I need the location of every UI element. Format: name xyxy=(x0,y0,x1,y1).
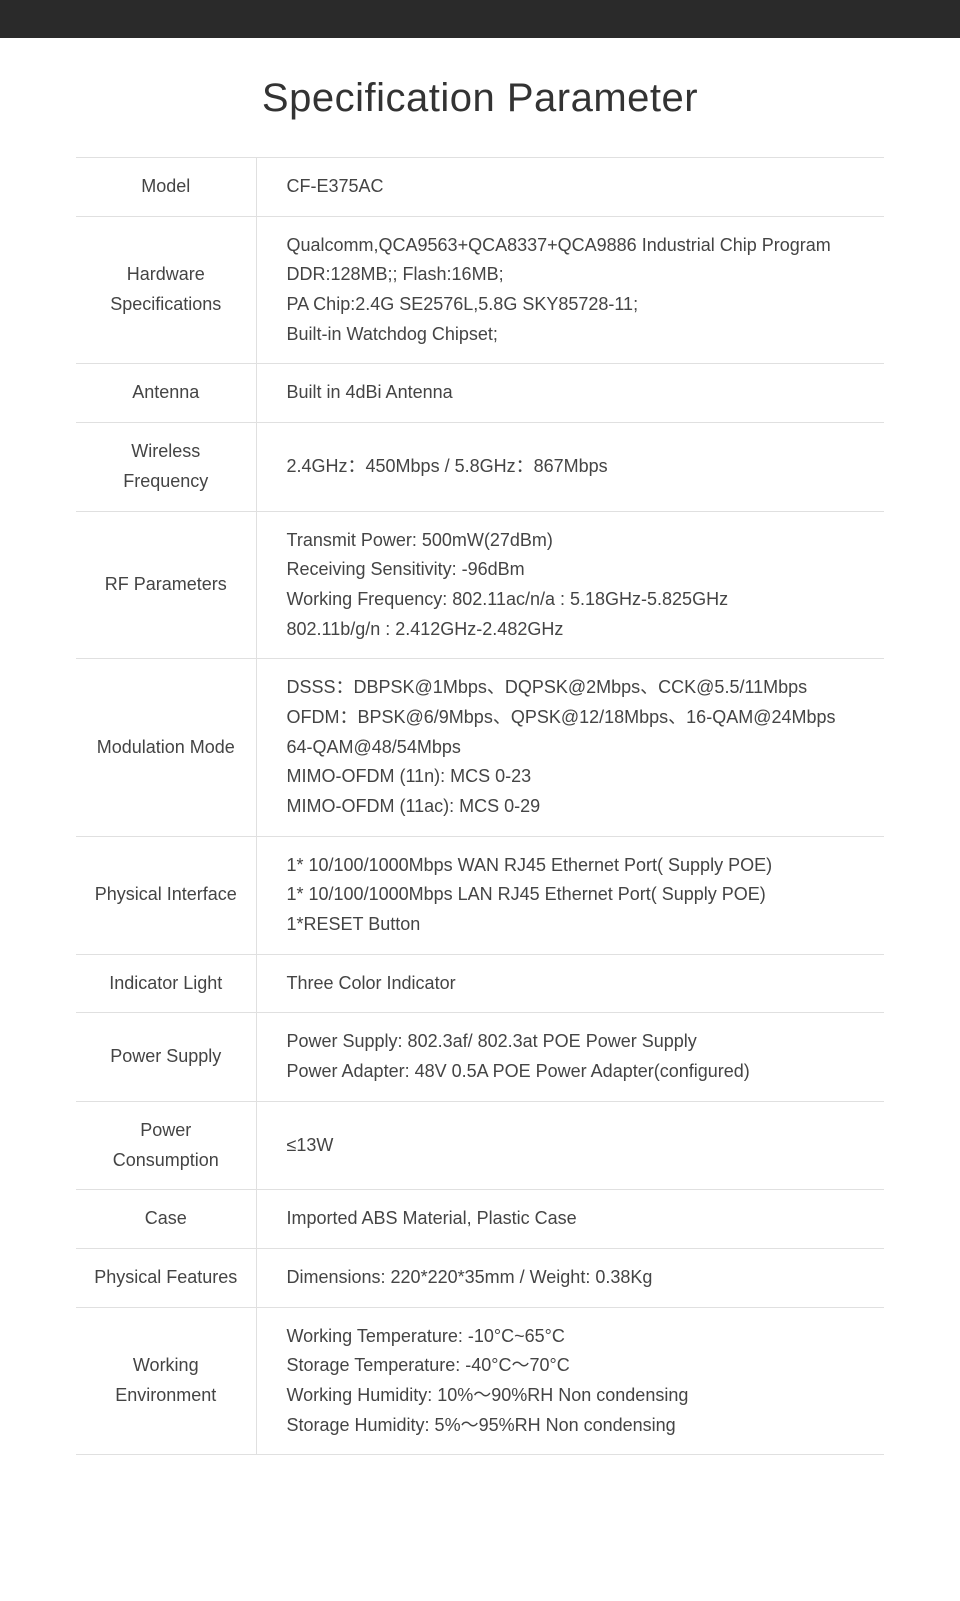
spec-label: RF Parameters xyxy=(76,511,256,659)
spec-label: Physical Features xyxy=(76,1248,256,1307)
spec-label: Power Consumption xyxy=(76,1101,256,1189)
specification-table-body: ModelCF-E375ACHardware SpecificationsQua… xyxy=(76,158,884,1455)
spec-value: Qualcomm,QCA9563+QCA8337+QCA9886 Industr… xyxy=(256,216,884,364)
spec-label: Model xyxy=(76,158,256,217)
spec-label: Power Supply xyxy=(76,1013,256,1101)
table-row: Physical FeaturesDimensions: 220*220*35m… xyxy=(76,1248,884,1307)
spec-value: Dimensions: 220*220*35mm / Weight: 0.38K… xyxy=(256,1248,884,1307)
spec-label: Antenna xyxy=(76,364,256,423)
spec-label: Wireless Frequency xyxy=(76,423,256,511)
table-row: Power Consumption≤13W xyxy=(76,1101,884,1189)
table-row: RF ParametersTransmit Power: 500mW(27dBm… xyxy=(76,511,884,659)
table-row: Physical Interface1* 10/100/1000Mbps WAN… xyxy=(76,836,884,954)
spec-value: ≤13W xyxy=(256,1101,884,1189)
spec-value: 2.4GHz：450Mbps / 5.8GHz：867Mbps xyxy=(256,423,884,511)
table-row: CaseImported ABS Material, Plastic Case xyxy=(76,1190,884,1249)
spec-label: Indicator Light xyxy=(76,954,256,1013)
spec-value: Built in 4dBi Antenna xyxy=(256,364,884,423)
spec-value: Transmit Power: 500mW(27dBm) Receiving S… xyxy=(256,511,884,659)
table-row: Power SupplyPower Supply: 802.3af/ 802.3… xyxy=(76,1013,884,1101)
spec-value: Power Supply: 802.3af/ 802.3at POE Power… xyxy=(256,1013,884,1101)
spec-label: Hardware Specifications xyxy=(76,216,256,364)
spec-value: Working Temperature: -10°C~65°C Storage … xyxy=(256,1307,884,1455)
spec-value: Three Color Indicator xyxy=(256,954,884,1013)
spec-label: Physical Interface xyxy=(76,836,256,954)
table-row: Modulation ModeDSSS：DBPSK@1Mbps、DQPSK@2M… xyxy=(76,659,884,836)
spec-value: DSSS：DBPSK@1Mbps、DQPSK@2Mbps、CCK@5.5/11M… xyxy=(256,659,884,836)
table-row: AntennaBuilt in 4dBi Antenna xyxy=(76,364,884,423)
table-row: Hardware SpecificationsQualcomm,QCA9563+… xyxy=(76,216,884,364)
table-row: ModelCF-E375AC xyxy=(76,158,884,217)
spec-label: Working Environment xyxy=(76,1307,256,1455)
top-bar xyxy=(0,0,960,38)
table-row: Working EnvironmentWorking Temperature: … xyxy=(76,1307,884,1455)
page-title: Specification Parameter xyxy=(0,38,960,157)
table-row: Indicator LightThree Color Indicator xyxy=(76,954,884,1013)
spec-value: 1* 10/100/1000Mbps WAN RJ45 Ethernet Por… xyxy=(256,836,884,954)
spec-value: CF-E375AC xyxy=(256,158,884,217)
spec-label: Modulation Mode xyxy=(76,659,256,836)
specification-table: ModelCF-E375ACHardware SpecificationsQua… xyxy=(76,157,884,1455)
spec-label: Case xyxy=(76,1190,256,1249)
table-row: Wireless Frequency2.4GHz：450Mbps / 5.8GH… xyxy=(76,423,884,511)
spec-value: Imported ABS Material, Plastic Case xyxy=(256,1190,884,1249)
